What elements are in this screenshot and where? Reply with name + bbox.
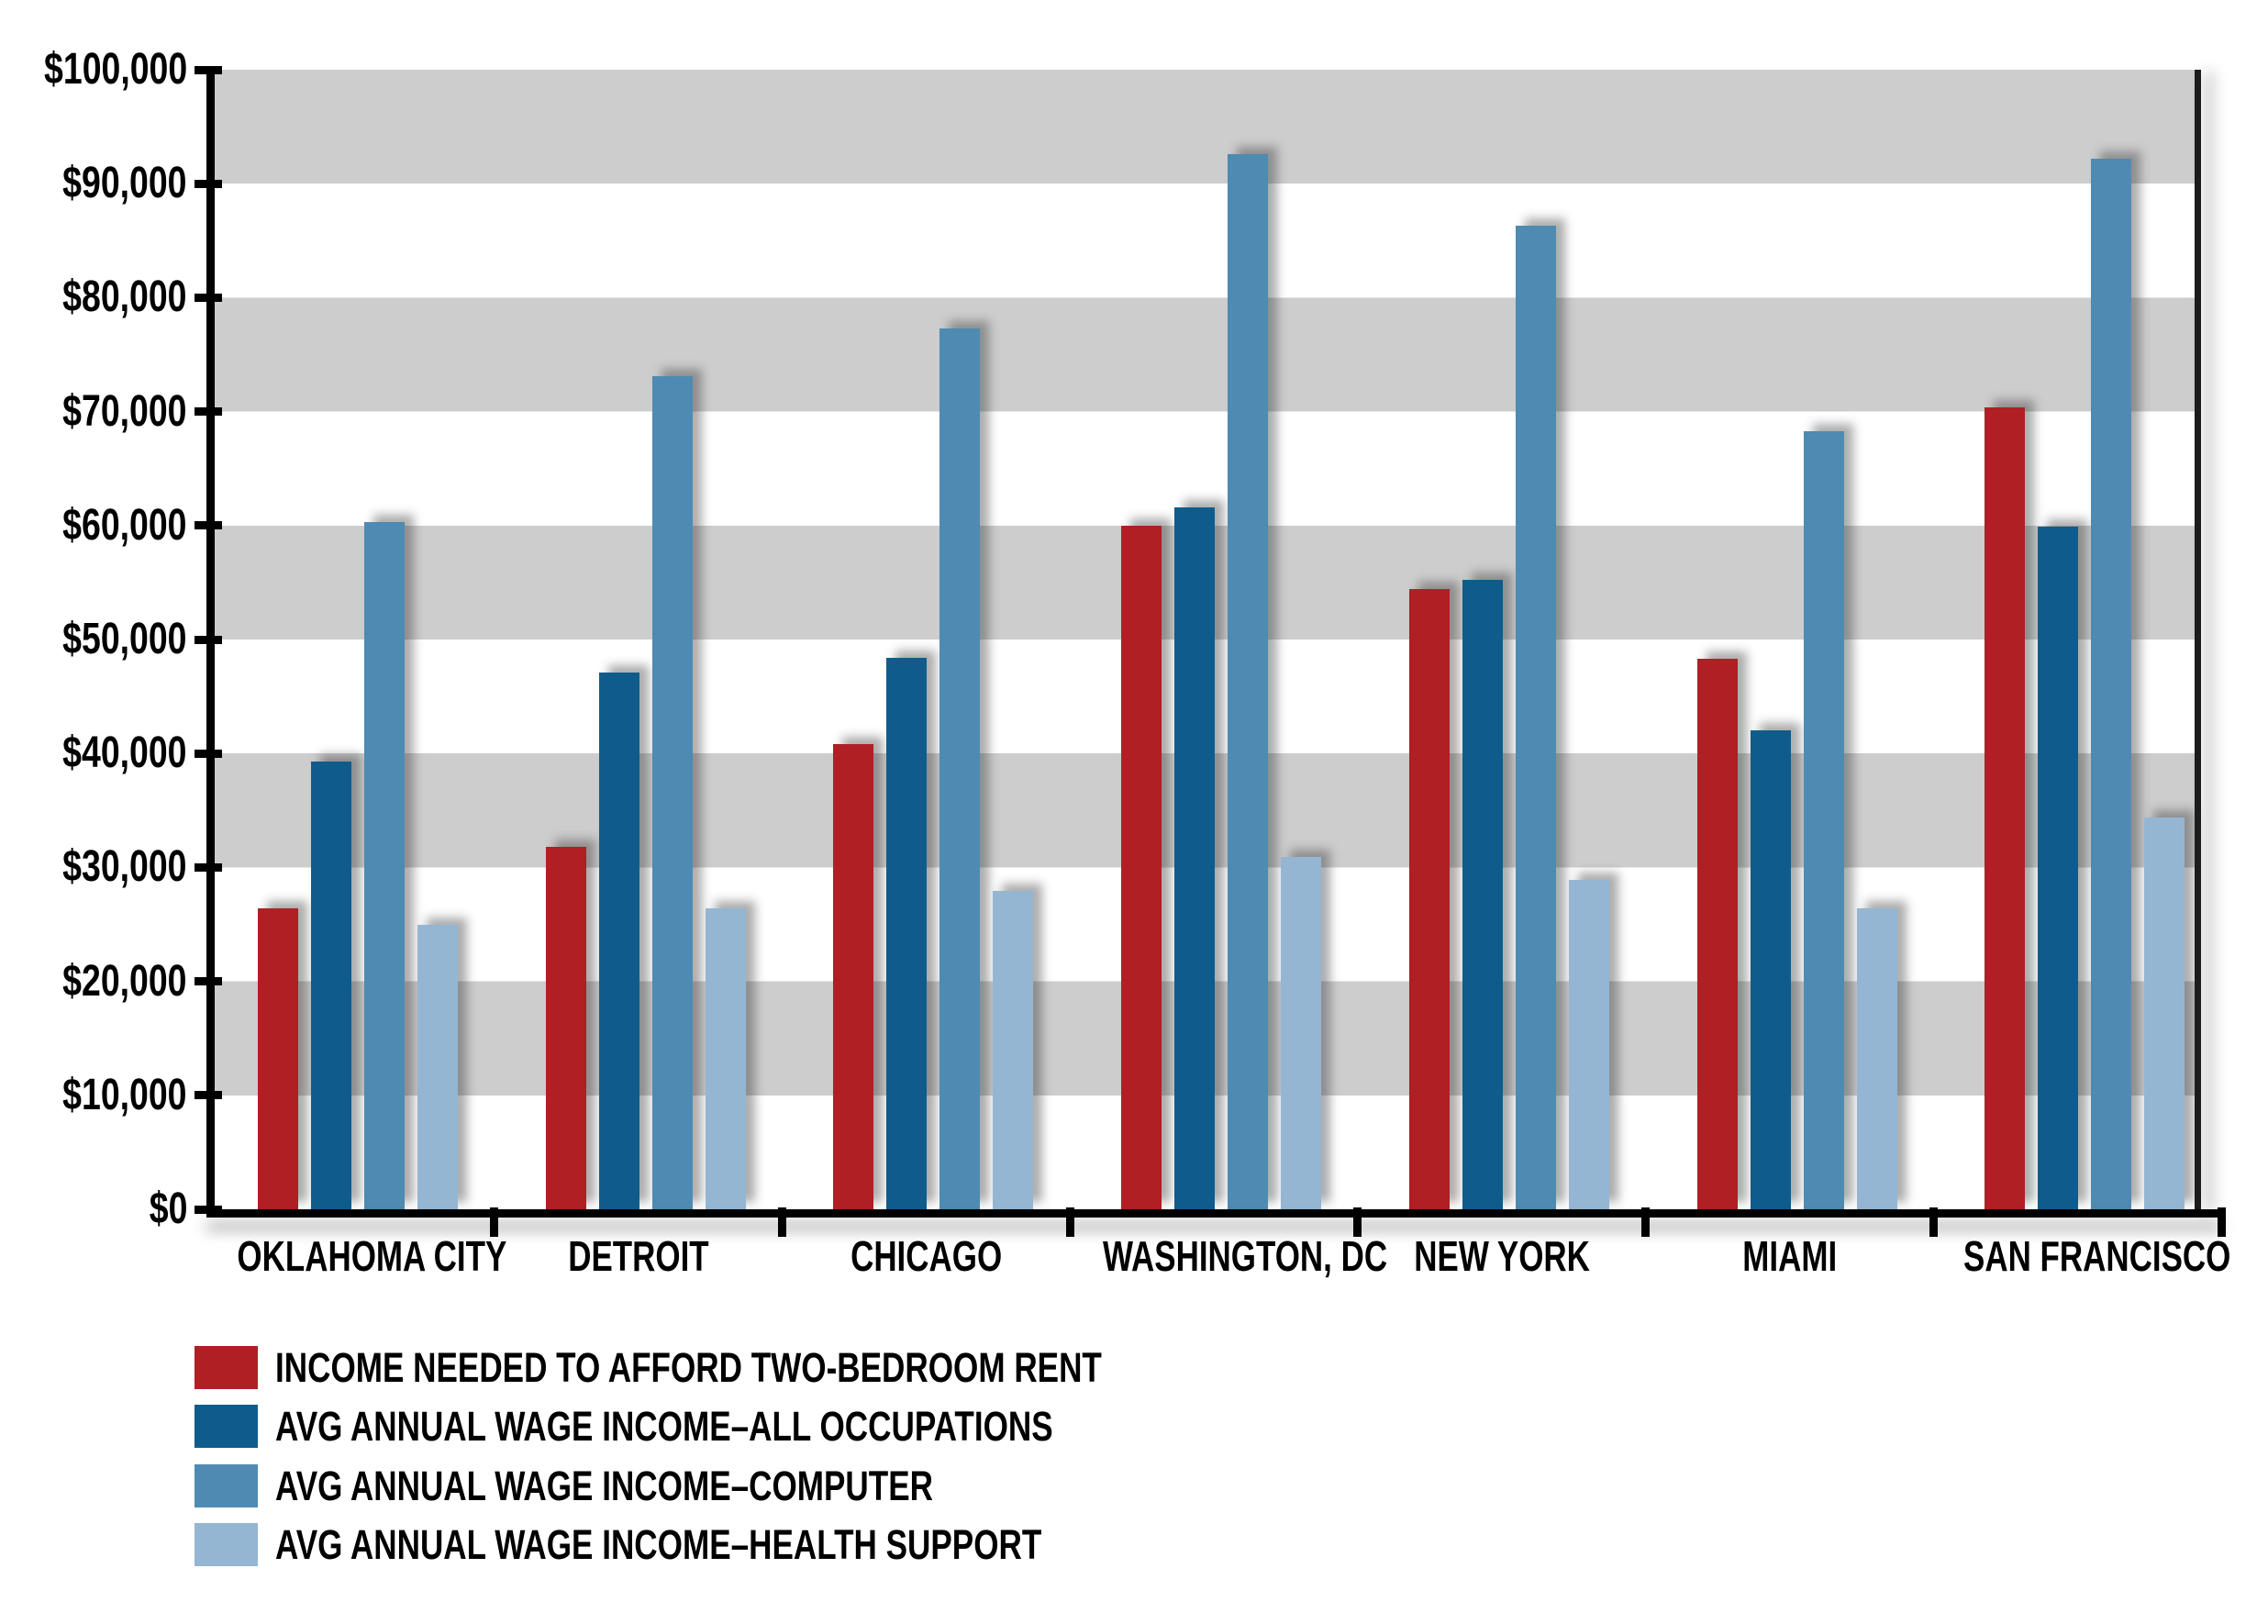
plot-right-border xyxy=(2195,70,2201,1209)
x-axis-tick xyxy=(1641,1207,1651,1237)
bar-series-3 xyxy=(651,376,693,1209)
x-axis-tick xyxy=(2217,1207,2226,1237)
legend-label-health-support: AVG ANNUAL WAGE INCOME–HEALTH SUPPORT xyxy=(275,1521,1042,1568)
y-axis-tick-label: $90,000 xyxy=(62,159,187,208)
bar-series-1 xyxy=(1984,406,2026,1209)
bar-series-2 xyxy=(598,673,639,1209)
y-axis-tick xyxy=(195,977,222,986)
x-axis-line xyxy=(206,1209,2221,1218)
bar-series-3 xyxy=(939,328,981,1209)
bar-series-1 xyxy=(1408,589,1450,1209)
bar-series-4 xyxy=(1281,857,1322,1209)
y-axis-tick-label: $30,000 xyxy=(62,842,187,892)
bar-series-4 xyxy=(2144,817,2185,1209)
bar-series-4 xyxy=(1568,880,1609,1209)
bar-group-chicago xyxy=(782,70,1070,1209)
x-axis-tick xyxy=(1065,1207,1074,1237)
bar-series-3 xyxy=(364,522,405,1209)
bar-series-1 xyxy=(1121,525,1162,1209)
x-axis-tick xyxy=(490,1207,499,1237)
bar-series-1 xyxy=(833,744,874,1209)
x-axis-tick xyxy=(1353,1207,1362,1237)
y-axis-tick-label: $50,000 xyxy=(62,615,187,663)
legend-label-rent: INCOME NEEDED TO AFFORD TWO-BEDROOM RENT xyxy=(275,1344,1102,1391)
legend-swatch-health-support xyxy=(195,1523,258,1566)
y-axis-tick-label: $40,000 xyxy=(62,729,187,778)
bar-series-2 xyxy=(311,761,351,1209)
bar-series-2 xyxy=(1750,730,1791,1209)
legend-swatch-all-occupations xyxy=(195,1405,258,1448)
bar-group-washington-dc xyxy=(1070,70,1358,1209)
x-axis-label-chicago: CHICAGO xyxy=(850,1232,1002,1280)
bar-series-2 xyxy=(2038,527,2079,1209)
y-axis-tick xyxy=(195,521,222,530)
bar-series-1 xyxy=(258,908,298,1209)
y-axis-tick-label: $20,000 xyxy=(62,956,187,1006)
x-axis-tick xyxy=(777,1207,786,1237)
y-axis-tick-label: $80,000 xyxy=(62,273,187,322)
bar-group-oklahoma-city xyxy=(206,70,495,1209)
y-axis-tick-label: $70,000 xyxy=(62,386,187,436)
y-axis-tick xyxy=(195,65,222,74)
x-axis-label-miami: MIAMI xyxy=(1741,1232,1837,1280)
y-axis-tick xyxy=(195,749,222,758)
bar-series-2 xyxy=(1174,506,1216,1209)
legend-swatch-computer xyxy=(195,1464,258,1507)
bar-series-1 xyxy=(1696,659,1738,1209)
y-axis-line xyxy=(206,70,215,1218)
bar-series-2 xyxy=(886,657,928,1209)
y-axis-tick xyxy=(195,1205,222,1214)
y-axis-tick xyxy=(195,862,222,872)
x-axis-label-oklahoma-city: OKLAHOMA CITY xyxy=(237,1232,507,1280)
bar-series-4 xyxy=(1856,908,1897,1209)
bar-series-4 xyxy=(417,924,458,1209)
y-axis-tick xyxy=(195,179,222,188)
x-axis-tick xyxy=(1929,1207,1938,1237)
y-axis-tick-label: $10,000 xyxy=(62,1070,187,1119)
bar-group-san-francisco xyxy=(1933,70,2221,1209)
bar-series-3 xyxy=(1228,153,1269,1209)
bar-series-4 xyxy=(705,908,746,1209)
x-axis-label-san-francisco: SAN FRANCISCO xyxy=(1963,1232,2231,1280)
y-axis-tick-label: $100,000 xyxy=(43,45,187,94)
bar-series-3 xyxy=(1803,430,1844,1209)
y-axis-tick xyxy=(195,1091,222,1100)
bar-series-1 xyxy=(545,847,586,1209)
x-axis-label-detroit: DETROIT xyxy=(567,1232,709,1280)
y-axis-tick xyxy=(195,407,222,417)
bar-series-3 xyxy=(1515,226,1556,1209)
y-axis-tick-label: $0 xyxy=(149,1185,187,1233)
y-axis-tick xyxy=(195,635,222,644)
legend-label-all-occupations: AVG ANNUAL WAGE INCOME–ALL OCCUPATIONS xyxy=(275,1403,1053,1450)
bar-series-4 xyxy=(993,891,1034,1209)
bar-group-new-york xyxy=(1358,70,1646,1209)
legend-swatch-rent xyxy=(195,1346,258,1389)
bar-group-miami xyxy=(1646,70,1934,1209)
x-axis-label-washington-dc: WASHINGTON, DC xyxy=(1102,1232,1388,1280)
y-axis-tick xyxy=(195,293,222,302)
y-axis-tick-label: $60,000 xyxy=(62,500,187,550)
x-axis-label-new-york: NEW YORK xyxy=(1413,1232,1590,1280)
bar-series-3 xyxy=(2091,158,2132,1209)
bar-series-2 xyxy=(1462,580,1503,1209)
bar-group-detroit xyxy=(495,70,783,1209)
legend-label-computer: AVG ANNUAL WAGE INCOME–COMPUTER xyxy=(275,1463,933,1509)
